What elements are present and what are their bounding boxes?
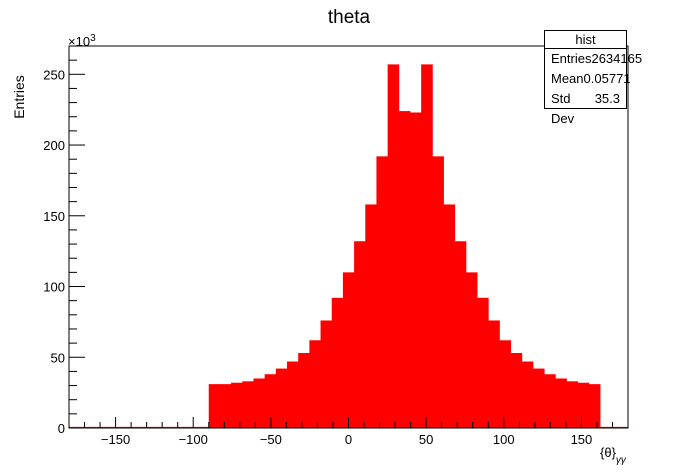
histogram-bar [331,297,344,428]
histogram-bar [342,272,355,428]
histogram-bar [309,340,321,428]
stats-title: hist [545,31,626,49]
histogram-bar [409,112,422,428]
x-tick-label: 50 [419,432,433,447]
histogram-bar [208,384,221,428]
histogram-bar [499,340,512,428]
histogram-bar [376,156,389,428]
x-axis-label: {θ}γγ [600,445,627,466]
chart-title: theta [328,7,371,28]
histogram-bar [242,381,254,428]
x-tick-label: −50 [260,432,282,447]
histogram-bar [354,241,366,428]
histogram-bar [443,204,456,428]
histogram-bar [219,384,232,428]
x-tick-label: 0 [345,432,352,447]
stats-stddev-value: 35.3 [594,91,620,106]
histogram-bar [253,378,266,428]
stats-mean-label: Mean [551,71,584,86]
y-tick-label: 250 [43,67,65,82]
x-tick-label: −150 [101,432,130,447]
stats-entries-label: Entries [551,51,592,66]
histogram-bar [264,374,277,428]
histogram-bar [532,368,545,428]
histogram-bar [588,384,601,428]
x-tick-label: 100 [493,432,515,447]
y-tick-label: 100 [43,280,65,295]
y-axis-label: Entries [11,75,27,119]
histogram-bar [365,204,377,428]
histogram-bar [465,272,478,428]
stats-row-stddev: Std Dev 35.3 [545,89,626,126]
stats-stddev-label: Std Dev [551,91,575,126]
histogram-bar [275,368,288,428]
stats-entries-value: 2634165 [591,51,643,66]
histogram-bar [320,320,333,428]
histogram-bar [287,361,299,428]
histogram-bar [521,361,534,428]
histogram-bar [577,382,590,428]
histogram-bar [421,64,433,429]
stats-box: hist Entries 2634165 Mean 0.05771 Std De… [544,30,642,126]
y-tick-label: 50 [51,350,65,365]
histogram-bar [298,353,310,428]
histogram-bar [398,111,411,428]
histogram-bar [488,320,500,428]
histogram-bar [510,353,523,428]
histogram-bar [387,64,400,429]
histogram-bar [555,378,567,428]
y-tick-label: 150 [43,209,65,224]
histogram-bar [566,381,579,428]
y-multiplier-label: ×103 [68,33,96,49]
plot-area: −150 −100 −50 0 50 100 150 0 50 100 150 200 250 [43,45,629,447]
y-tick-label: 200 [43,138,65,153]
histogram-bar [454,241,467,428]
stats-row-entries: Entries 2634165 [545,49,642,69]
stats-row-mean: Mean 0.05771 [545,69,631,89]
histogram-bar [432,156,444,428]
y-tick-label: 0 [58,421,65,436]
histogram-bar [231,382,243,428]
x-tick-label: 150 [571,432,593,447]
x-tick-label: −100 [179,432,208,447]
stats-mean-value: 0.05771 [583,71,631,86]
histogram-bar [544,374,556,428]
histogram-bar [477,297,489,428]
